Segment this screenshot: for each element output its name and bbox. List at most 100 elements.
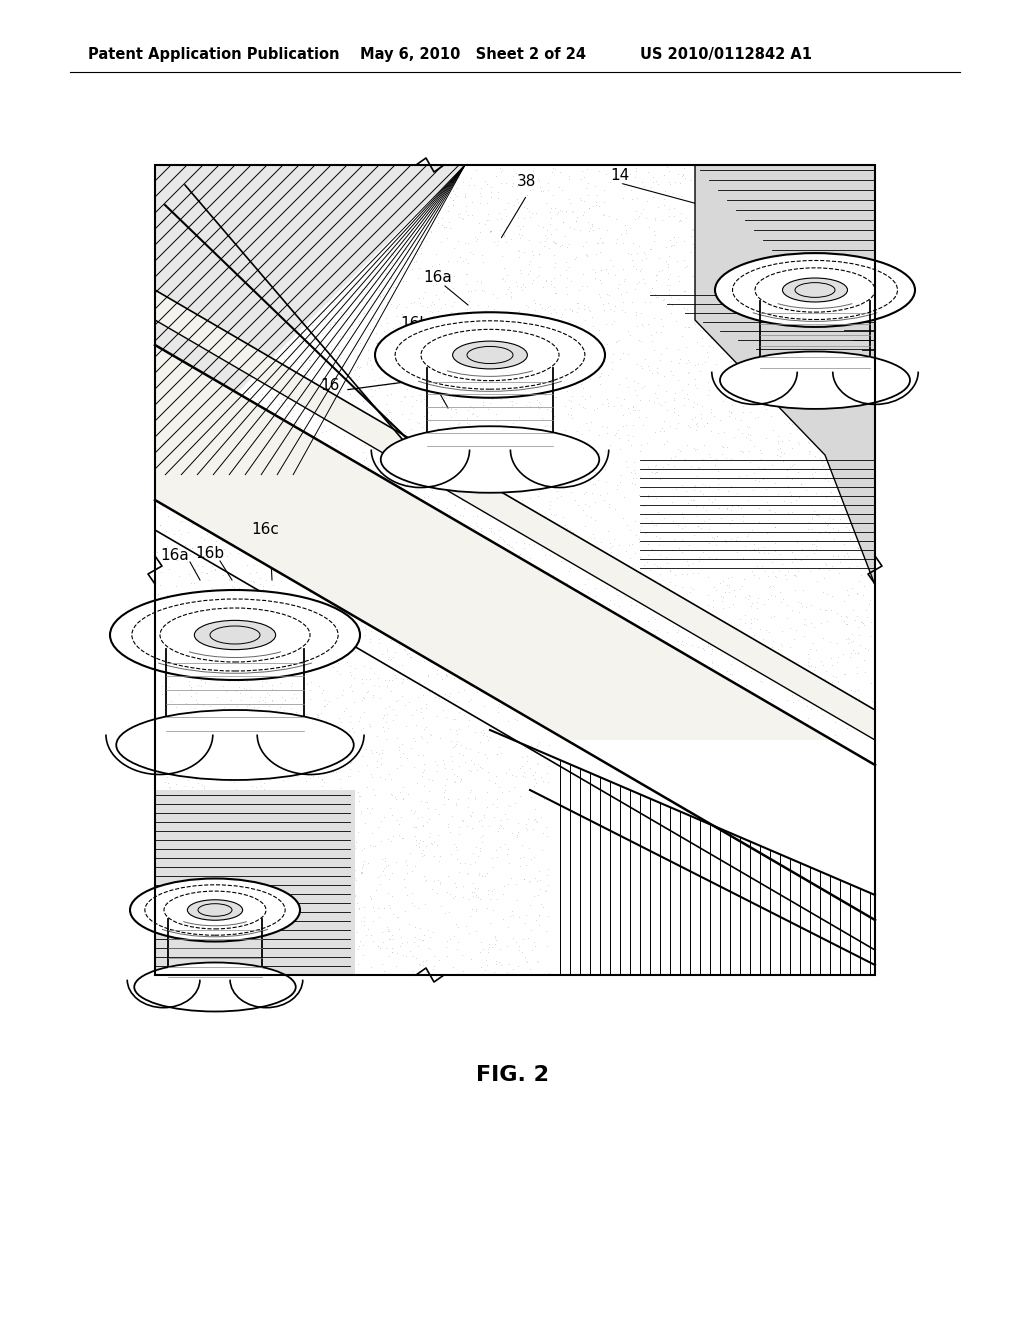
Point bbox=[403, 396, 420, 417]
Point bbox=[791, 663, 807, 684]
Point bbox=[265, 561, 282, 582]
Point bbox=[530, 264, 547, 285]
Point bbox=[248, 214, 264, 235]
Point bbox=[218, 251, 234, 272]
Point bbox=[232, 682, 249, 704]
Point bbox=[306, 189, 323, 210]
Point bbox=[648, 727, 665, 748]
Point bbox=[805, 345, 821, 366]
Point bbox=[504, 424, 520, 445]
Point bbox=[855, 404, 871, 425]
Point bbox=[313, 541, 330, 562]
Point bbox=[774, 293, 791, 314]
Point bbox=[600, 733, 616, 754]
Point bbox=[482, 304, 499, 325]
Point bbox=[309, 591, 326, 612]
Point bbox=[465, 527, 481, 548]
Point bbox=[453, 853, 469, 874]
Point bbox=[355, 945, 372, 966]
Point bbox=[242, 325, 258, 346]
Point bbox=[415, 306, 431, 327]
Point bbox=[257, 304, 273, 325]
Point bbox=[845, 599, 861, 620]
Point bbox=[212, 770, 228, 791]
Point bbox=[842, 837, 858, 858]
Point bbox=[231, 411, 248, 432]
Point bbox=[562, 896, 579, 917]
Point bbox=[736, 750, 753, 771]
Point bbox=[484, 458, 501, 479]
Point bbox=[444, 434, 461, 455]
Point bbox=[569, 912, 586, 933]
Point bbox=[669, 594, 685, 615]
Point bbox=[171, 539, 187, 560]
Point bbox=[311, 230, 328, 251]
Point bbox=[295, 912, 311, 933]
Point bbox=[376, 960, 392, 981]
Point bbox=[783, 502, 800, 523]
Point bbox=[511, 847, 527, 869]
Point bbox=[541, 875, 557, 896]
Point bbox=[211, 330, 227, 351]
Point bbox=[858, 240, 874, 261]
Point bbox=[325, 367, 341, 388]
Point bbox=[674, 379, 690, 400]
Point bbox=[584, 807, 600, 828]
Point bbox=[233, 215, 250, 236]
Point bbox=[408, 158, 424, 180]
Point bbox=[773, 441, 790, 462]
Point bbox=[350, 939, 367, 960]
Point bbox=[652, 564, 669, 585]
Point bbox=[221, 418, 238, 440]
Point bbox=[804, 686, 820, 708]
Point bbox=[679, 434, 695, 455]
Point bbox=[821, 861, 838, 882]
Point bbox=[211, 733, 227, 754]
Point bbox=[620, 321, 636, 342]
Point bbox=[727, 808, 743, 829]
Point bbox=[483, 560, 500, 581]
Point bbox=[674, 529, 690, 550]
Point bbox=[402, 800, 419, 821]
Point bbox=[172, 334, 188, 355]
Point bbox=[681, 890, 697, 911]
Point bbox=[851, 686, 867, 708]
Point bbox=[571, 645, 588, 667]
Point bbox=[151, 853, 167, 874]
Point bbox=[587, 715, 603, 737]
Point bbox=[763, 688, 779, 709]
Point bbox=[229, 870, 246, 891]
Point bbox=[585, 306, 601, 327]
Point bbox=[306, 502, 323, 523]
Point bbox=[433, 630, 450, 651]
Point bbox=[266, 267, 283, 288]
Point bbox=[622, 546, 638, 568]
Point bbox=[478, 565, 495, 586]
Point bbox=[568, 924, 585, 945]
Point bbox=[807, 224, 823, 246]
Point bbox=[535, 216, 551, 238]
Point bbox=[408, 445, 424, 466]
Point bbox=[394, 828, 411, 849]
Point bbox=[741, 540, 758, 561]
Point bbox=[734, 440, 751, 461]
Point bbox=[304, 253, 321, 275]
Point bbox=[608, 209, 625, 230]
Point bbox=[556, 444, 572, 465]
Point bbox=[658, 673, 675, 694]
Point bbox=[270, 433, 287, 454]
Point bbox=[542, 296, 558, 317]
Point bbox=[713, 667, 729, 688]
Point bbox=[177, 817, 194, 838]
Point bbox=[321, 164, 337, 185]
Point bbox=[217, 330, 233, 351]
Point bbox=[199, 898, 215, 919]
Point bbox=[265, 417, 282, 438]
Point bbox=[167, 834, 183, 855]
Point bbox=[649, 945, 666, 966]
Point bbox=[415, 929, 431, 950]
Point bbox=[416, 651, 432, 672]
Point bbox=[517, 345, 534, 366]
Point bbox=[444, 956, 461, 977]
Point bbox=[478, 545, 495, 566]
